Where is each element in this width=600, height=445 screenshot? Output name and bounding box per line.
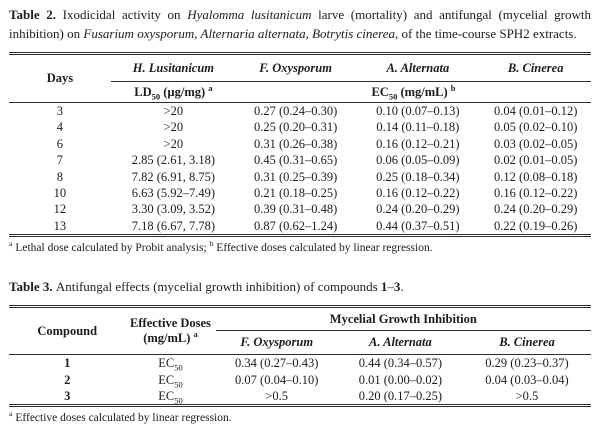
table2-units-row: LD50 (µg/mg) a EC50 (mg/mL) b: [9, 81, 591, 103]
value-cell: 0.27 (0.24–0.30): [253, 104, 338, 118]
table3-header-mgi: Mycelial Growth Inhibition: [215, 306, 591, 332]
table2-header-b-cinerea: B. Cinerea: [480, 53, 591, 82]
table3-header-row1: Compound Effective Doses (mg/mL) a Mycel…: [9, 306, 591, 356]
compound-cell: 1: [64, 356, 71, 371]
value-cell: 0.16 (0.12–0.22): [494, 186, 578, 201]
value-cell: 0.22 (0.19–0.26): [494, 218, 578, 233]
table2-row: 6 >20 0.31 (0.26–0.38) 0.16 (0.12–0.21) …: [9, 136, 591, 152]
table3-caption: Table 3. Antifungal effects (mycelial gr…: [9, 279, 404, 295]
value-cell: 0.25 (0.18–0.34): [376, 169, 460, 184]
value-cell: 0.02 (0.01–0.05): [494, 153, 578, 168]
value-cell: 0.07 (0.04–0.10): [235, 372, 319, 387]
value-cell: 0.05 (0.02–0.10): [494, 120, 578, 135]
value-cell: 0.44 (0.37–0.51): [376, 218, 460, 233]
day-cell: 7: [56, 153, 64, 168]
table3-species-row: F. Oxysporum A. Alternata B. Cinerea: [9, 330, 591, 356]
day-cell: 12: [53, 202, 67, 217]
table2-header-f-oxysporum: F. Oxysporum: [235, 53, 356, 82]
value-cell: 0.14 (0.11–0.18): [376, 120, 460, 135]
table3-row: 2 EC50 0.07 (0.04–0.10) 0.01 (0.00–0.02)…: [9, 372, 591, 388]
value-cell: 0.21 (0.18–0.25): [253, 186, 338, 201]
value-cell: 0.01 (0.00–0.02): [358, 372, 443, 387]
day-cell: 3: [56, 104, 64, 118]
value-cell: 0.29 (0.23–0.37): [485, 356, 569, 371]
value-cell: 0.24 (0.20–0.29): [376, 202, 460, 217]
ld50-cell: 7.82 (6.91, 8.75): [131, 169, 216, 184]
value-cell: 0.10 (0.07–0.13): [376, 104, 460, 118]
table3-row: 1 EC50 0.34 (0.27–0.43) 0.44 (0.34–0.57)…: [9, 355, 591, 372]
ld50-cell: 6.63 (5.92–7.49): [131, 186, 216, 201]
compound-cell: 3: [64, 389, 71, 404]
table3-header-a-alternata: A. Alternata: [337, 330, 463, 356]
ld50-cell: 2.85 (2.61, 3.18): [131, 153, 216, 168]
table2-row: 4 >20 0.25 (0.20–0.31) 0.14 (0.11–0.18) …: [9, 119, 591, 135]
table2-footnote: a Lethal dose calculated by Probit analy…: [9, 239, 433, 255]
effective-doses-line2: (mg/mL) a: [143, 329, 198, 346]
table3-header-compound: Compound: [9, 306, 126, 356]
compound-cell: 2: [64, 372, 71, 387]
value-cell: 0.06 (0.05–0.09): [376, 153, 460, 168]
table2-header-ec50: EC50 (mg/mL) b: [235, 81, 591, 103]
value-cell: 0.12 (0.08–0.18): [494, 169, 578, 184]
ld50-cell: >20: [163, 120, 184, 135]
table2-species-row: Days H. Lusitanicum F. Oxysporum A. Alte…: [9, 53, 591, 103]
value-cell: 0.34 (0.27–0.43): [235, 356, 319, 371]
value-cell: 0.20 (0.17–0.25): [358, 389, 443, 404]
value-cell: 0.16 (0.12–0.21): [376, 136, 460, 151]
value-cell: 0.87 (0.62–1.24): [253, 218, 338, 233]
table2-header-ld50: LD50 (µg/mg) a: [110, 81, 236, 103]
table2-row: 3 >20 0.27 (0.24–0.30) 0.10 (0.07–0.13) …: [9, 103, 591, 120]
value-cell: 0.04 (0.01–0.12): [494, 104, 578, 118]
table3-header-b-cinerea: B. Cinerea: [462, 330, 591, 356]
value-cell: 0.24 (0.20–0.29): [494, 202, 578, 217]
table2-caption: Table 2. Ixodicidal activity on Hyalomma…: [9, 7, 592, 41]
day-cell: 6: [56, 136, 64, 151]
table2-header-a-alternata: A. Alternata: [355, 53, 481, 82]
value-cell: 0.31 (0.25–0.39): [253, 169, 338, 184]
table2-header-h-lusitanicum: H. Lusitanicum: [110, 53, 236, 82]
table3-footnote: a Effective doses calculated by linear r…: [9, 409, 232, 425]
table3-row: 3 EC50 >0.5 0.20 (0.17–0.25) >0.5: [9, 388, 591, 406]
table2-row: 10 6.63 (5.92–7.49) 0.21 (0.18–0.25) 0.1…: [9, 185, 591, 201]
value-cell: 0.31 (0.26–0.38): [253, 136, 338, 151]
table2-row: 7 2.85 (2.61, 3.18) 0.45 (0.31–0.65) 0.0…: [9, 152, 591, 168]
value-cell: 0.03 (0.02–0.05): [494, 136, 578, 151]
dose-cell: EC50: [158, 372, 183, 389]
dose-cell: EC50: [158, 356, 183, 372]
table3: Compound Effective Doses (mg/mL) a Mycel…: [9, 305, 591, 408]
ld50-cell: >20: [163, 136, 184, 151]
value-cell: 0.25 (0.20–0.31): [253, 120, 338, 135]
table2-row: 12 3.30 (3.09, 3.52) 0.39 (0.31–0.48) 0.…: [9, 201, 591, 217]
value-cell: 0.45 (0.31–0.65): [253, 153, 338, 168]
day-cell: 13: [53, 218, 67, 233]
day-cell: 10: [53, 186, 67, 201]
table3-header-effective-doses: Effective Doses (mg/mL) a: [125, 306, 216, 356]
ld50-cell: 3.30 (3.09, 3.52): [131, 202, 216, 217]
value-cell: 0.39 (0.31–0.48): [253, 202, 338, 217]
ld50-cell: >20: [163, 104, 184, 118]
value-cell: >0.5: [265, 389, 289, 404]
table2: Days H. Lusitanicum F. Oxysporum A. Alte…: [9, 52, 591, 238]
value-cell: 0.16 (0.12–0.22): [376, 186, 460, 201]
table2-row: 8 7.82 (6.91, 8.75) 0.31 (0.25–0.39) 0.2…: [9, 169, 591, 185]
day-cell: 8: [56, 169, 64, 184]
value-cell: 0.04 (0.03–0.04): [485, 372, 569, 387]
value-cell: >0.5: [515, 389, 539, 404]
ld50-cell: 7.18 (6.67, 7.78): [131, 218, 216, 233]
day-cell: 4: [56, 120, 64, 135]
value-cell: 0.44 (0.34–0.57): [358, 356, 443, 371]
table2-header-days: Days: [9, 53, 111, 103]
dose-cell: EC50: [158, 389, 183, 406]
effective-doses-line1: Effective Doses: [130, 316, 211, 331]
table2-row: 13 7.18 (6.67, 7.78) 0.87 (0.62–1.24) 0.…: [9, 218, 591, 236]
table3-header-f-oxysporum: F. Oxysporum: [215, 330, 338, 356]
